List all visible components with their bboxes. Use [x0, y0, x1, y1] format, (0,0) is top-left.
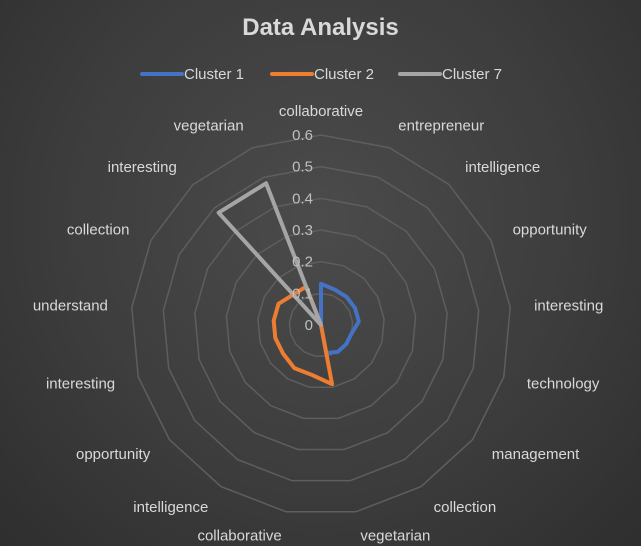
category-label: interesting [46, 376, 115, 393]
category-label: technology [527, 376, 600, 393]
category-label: collaborative [279, 103, 363, 120]
category-label: collaborative [197, 527, 281, 544]
category-label: interesting [534, 297, 603, 314]
grid-ring [257, 260, 385, 389]
category-label: vegetarian [174, 117, 244, 134]
category-label: intelligence [465, 159, 540, 176]
category-label: interesting [108, 159, 177, 176]
grid-ring [131, 134, 511, 513]
legend-entry[interactable]: Cluster 7 [442, 66, 502, 83]
category-label: understand [33, 297, 108, 314]
category-label: vegetarian [360, 527, 430, 544]
radial-tick-label: 0.6 [292, 127, 313, 144]
radar-grid [131, 134, 511, 513]
category-label: collection [434, 499, 497, 516]
radial-tick-label: 0.2 [292, 254, 313, 271]
radial-tick-labels: 0 0.1 0.2 0.3 0.4 0.5 0.6 [292, 127, 313, 334]
category-label: collection [67, 222, 130, 239]
category-label: intelligence [133, 499, 208, 516]
chart-title: Data Analysis [242, 14, 399, 41]
legend-entry[interactable]: Cluster 1 [184, 66, 244, 83]
legend-entry[interactable]: Cluster 2 [314, 66, 374, 83]
radial-tick-label: 0.3 [292, 222, 313, 239]
grid-ring [225, 229, 417, 420]
category-label: opportunity [513, 222, 588, 239]
radial-tick-label: 0.1 [292, 285, 313, 302]
grid-ring [162, 165, 480, 482]
category-label: entrepreneur [398, 117, 484, 134]
series-line [216, 181, 323, 327]
grid-ring [288, 292, 354, 357]
category-label: opportunity [76, 446, 151, 463]
category-labels: collaborative entrepreneur intelligence opp… [33, 103, 603, 544]
radial-tick-label: 0 [305, 317, 313, 334]
series-group [216, 181, 361, 387]
grid-ring [194, 197, 448, 451]
legend[interactable]: Cluster 1 Cluster 2 Cluster 7 [140, 66, 502, 83]
category-label: management [492, 446, 580, 463]
radial-tick-label: 0.4 [292, 190, 313, 207]
radial-tick-label: 0.5 [292, 159, 313, 176]
series-line [271, 284, 335, 387]
